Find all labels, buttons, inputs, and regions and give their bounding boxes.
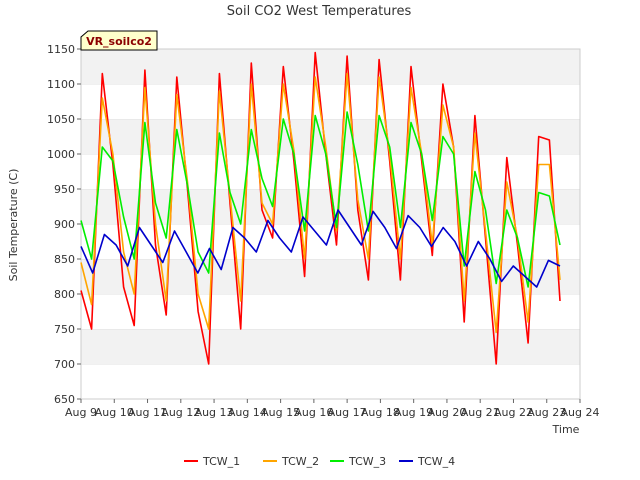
x-tick-label: Aug 14 xyxy=(228,406,267,419)
site-label: VR_soilco2 xyxy=(86,35,152,48)
y-tick-label: 650 xyxy=(54,393,75,406)
grid-band xyxy=(81,119,580,154)
legend-label: TCW_4 xyxy=(417,455,455,468)
y-tick-label: 700 xyxy=(54,358,75,371)
y-tick-label: 900 xyxy=(54,218,75,231)
x-tick-label: Aug 10 xyxy=(95,406,134,419)
y-tick-label: 950 xyxy=(54,183,75,196)
y-axis-title: Soil Temperature (C) xyxy=(7,169,20,282)
y-tick-label: 1050 xyxy=(47,113,75,126)
series-line-tcw-3 xyxy=(80,111,561,288)
y-axis: 650 700 750 800 850 900 950 1000 1050 1100 1150 xyxy=(47,43,81,406)
x-tick-label: Aug 23 xyxy=(527,406,566,419)
x-tick-label: Aug 21 xyxy=(461,406,500,419)
site-label-box: VR_soilco2 xyxy=(80,30,158,51)
series-line-tcw-2 xyxy=(80,72,561,334)
x-tick-label: Aug 24 xyxy=(561,406,600,419)
x-tick-label: Aug 13 xyxy=(195,406,234,419)
x-tick-label: Aug 22 xyxy=(494,406,533,419)
grid-bands xyxy=(81,48,580,399)
x-tick-label: Aug 17 xyxy=(328,406,367,419)
y-tick-label: 1000 xyxy=(47,148,75,161)
legend-label: TCW_1 xyxy=(202,455,240,468)
legend: TCW_1 TCW_2 TCW_3 TCW_4 xyxy=(184,455,455,468)
x-tick-label: Aug 20 xyxy=(427,406,466,419)
grid-band xyxy=(81,84,580,119)
x-tick-label: Aug 18 xyxy=(361,406,400,419)
x-tick-label: Aug 12 xyxy=(161,406,200,419)
legend-label: TCW_2 xyxy=(281,455,319,468)
y-tick-label: 1150 xyxy=(47,43,75,56)
grid-band xyxy=(81,294,580,329)
x-tick-label: Aug 15 xyxy=(261,406,300,419)
grid-band xyxy=(81,49,580,84)
y-tick-label: 800 xyxy=(54,288,75,301)
y-tick-label: 850 xyxy=(54,253,75,266)
grid-band xyxy=(81,364,580,399)
y-tick-label: 750 xyxy=(54,323,75,336)
chart-title: Soil CO2 West Temperatures xyxy=(227,4,412,19)
series-line-tcw-4 xyxy=(80,209,561,288)
grid-band xyxy=(81,329,580,364)
legend-label: TCW_3 xyxy=(348,455,386,468)
series-lines xyxy=(80,51,561,365)
x-tick-label: Aug 16 xyxy=(294,406,333,419)
x-tick-label: Aug 9 xyxy=(65,406,97,419)
y-tick-label: 1100 xyxy=(47,78,75,91)
x-axis-title: Time xyxy=(552,423,580,436)
x-tick-label: Aug 19 xyxy=(394,406,433,419)
x-tick-label: Aug 11 xyxy=(128,406,167,419)
